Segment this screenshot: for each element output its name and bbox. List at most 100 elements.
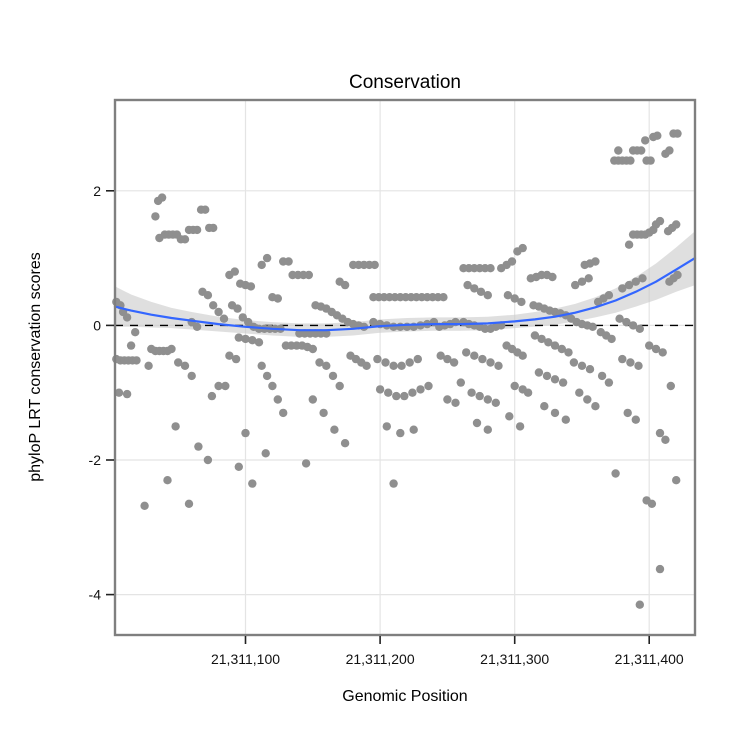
data-point (273, 294, 282, 303)
data-point (478, 354, 487, 364)
data-point (618, 354, 627, 364)
x-tick-label: 21,311,300 (480, 651, 549, 667)
data-point (631, 415, 640, 424)
data-point (203, 291, 213, 300)
x-axis-label: Genomic Position (342, 688, 467, 705)
data-point (233, 304, 242, 313)
data-point (673, 270, 682, 280)
data-point (515, 422, 525, 431)
data-point (322, 361, 331, 370)
data-point (375, 385, 385, 394)
data-point (583, 395, 592, 404)
data-point (254, 338, 264, 347)
data-point (530, 331, 540, 340)
data-point (248, 479, 257, 488)
data-point (534, 368, 544, 377)
data-point (571, 280, 580, 290)
data-point (122, 389, 132, 399)
data-point (651, 344, 661, 354)
data-point (467, 388, 476, 397)
data-point (238, 313, 247, 322)
data-point (413, 354, 422, 364)
data-point (672, 476, 681, 485)
data-point (634, 361, 643, 370)
data-point (241, 334, 250, 344)
data-point (203, 455, 213, 465)
data-point (661, 435, 670, 444)
y-tick-label: 0 (93, 317, 101, 333)
data-point (548, 272, 557, 282)
panel-border (113, 98, 697, 637)
data-point (483, 395, 492, 404)
data-point (340, 280, 350, 290)
data-point (122, 313, 132, 322)
data-point (225, 351, 234, 360)
data-point (463, 280, 472, 290)
data-point (382, 422, 391, 431)
data-point (540, 402, 549, 411)
data-point (180, 235, 190, 244)
y-tick-label: -4 (89, 587, 102, 603)
data-point (268, 381, 277, 391)
data-point (362, 361, 371, 370)
data-point (624, 280, 634, 290)
data-point (257, 361, 266, 370)
data-point (523, 388, 533, 397)
data-point (597, 371, 607, 381)
data-point (604, 378, 614, 387)
data-point (262, 253, 272, 263)
data-point (615, 314, 624, 323)
data-point (436, 351, 445, 360)
data-point (315, 358, 324, 367)
data-point (557, 344, 566, 354)
data-point (655, 428, 665, 438)
data-point (279, 408, 288, 418)
data-point (221, 381, 230, 391)
data-point (507, 257, 517, 266)
data-point (389, 479, 398, 488)
x-tick-label: 21,311,200 (346, 651, 415, 667)
data-point (405, 358, 414, 367)
data-point (537, 334, 546, 344)
data-point (626, 358, 635, 367)
y-tick-label: -2 (89, 452, 102, 468)
data-point (373, 354, 382, 364)
data-point (163, 476, 172, 485)
data-point (214, 307, 223, 317)
data-point (308, 344, 317, 354)
data-point (494, 361, 503, 370)
data-point (550, 408, 560, 418)
data-point (174, 358, 183, 367)
data-point (273, 395, 282, 404)
smooth-trend-line (113, 257, 697, 332)
data-point (569, 358, 579, 367)
data-point (234, 462, 243, 471)
data-point (491, 398, 500, 407)
data-point (645, 341, 654, 350)
data-point (591, 257, 600, 266)
data-point (171, 422, 180, 431)
data-point (400, 391, 409, 401)
data-point (187, 371, 196, 381)
y-tick-label: 2 (93, 183, 101, 199)
data-point (340, 439, 350, 448)
data-point (424, 381, 433, 391)
data-point (201, 205, 210, 214)
data-point (384, 388, 393, 397)
data-point (397, 361, 406, 370)
data-point (234, 333, 243, 342)
data-point (483, 291, 492, 300)
data-point (389, 361, 398, 370)
data-point (641, 136, 650, 145)
data-point (396, 428, 405, 438)
data-point (126, 341, 136, 350)
data-point (194, 442, 203, 451)
data-point (564, 348, 573, 357)
data-point (577, 277, 587, 286)
data-point (335, 381, 344, 391)
data-point (483, 425, 492, 434)
data-point (443, 395, 452, 404)
data-point (486, 264, 495, 273)
